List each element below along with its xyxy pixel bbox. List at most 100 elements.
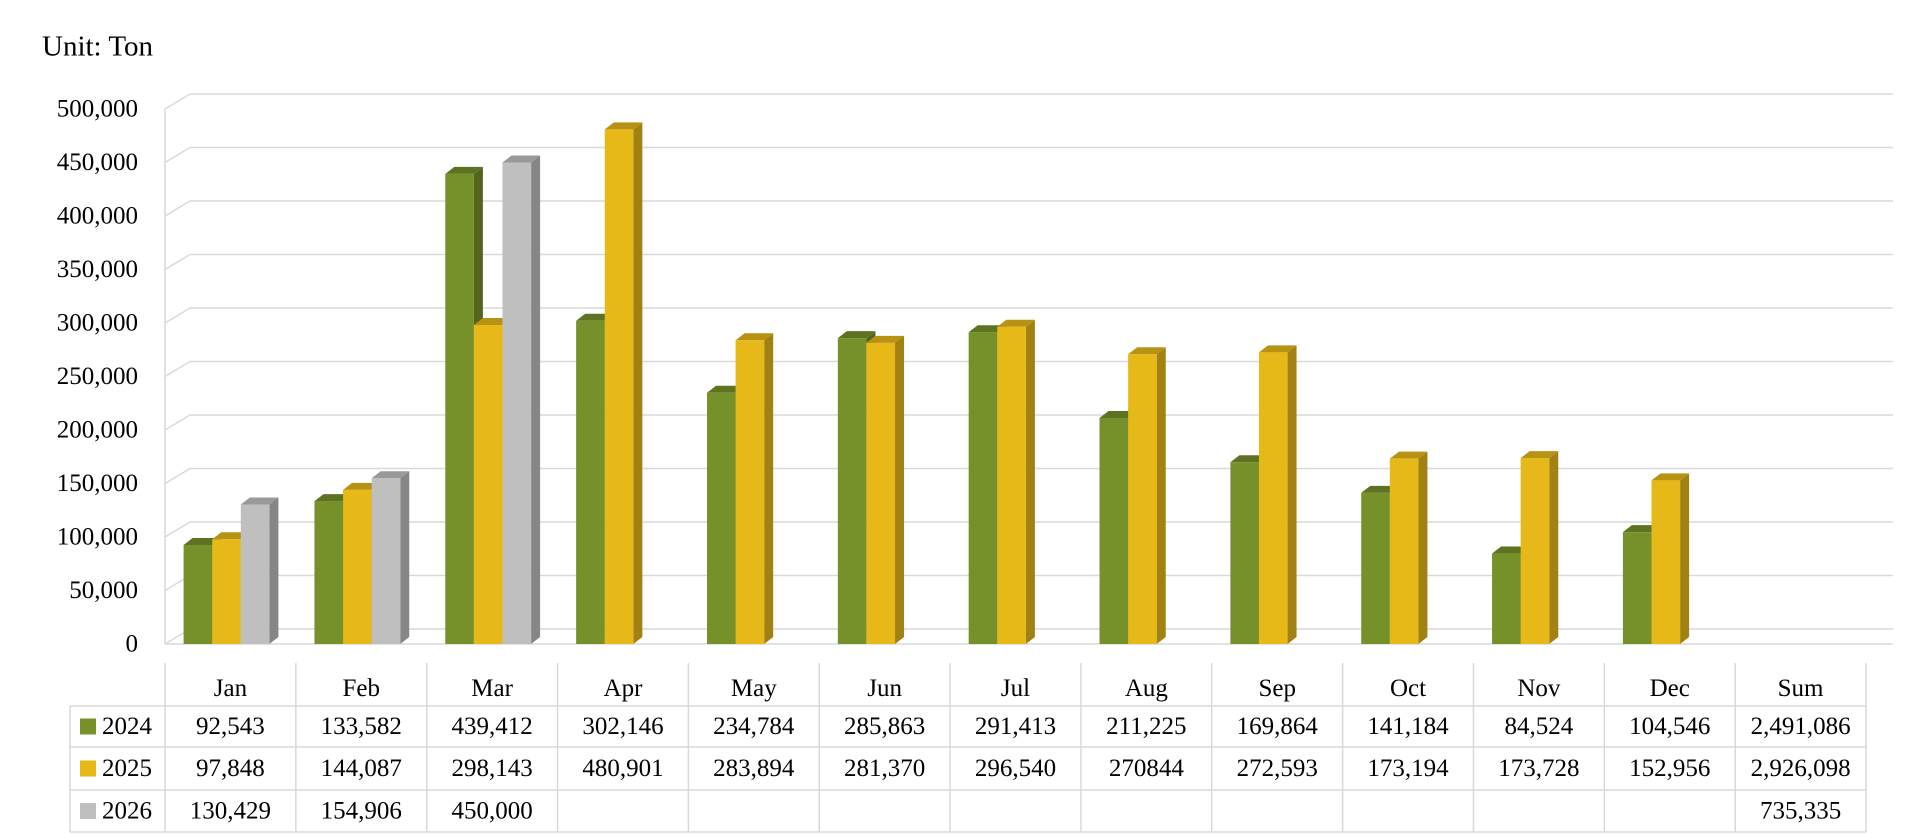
legend-label: 2026	[102, 798, 152, 825]
bar	[1230, 462, 1259, 644]
bar-side	[400, 471, 410, 644]
x-tick-label: Aug	[1125, 675, 1169, 702]
x-tick-label: Nov	[1517, 675, 1561, 702]
table-value: 272,593	[1237, 755, 1318, 782]
x-tick-label: Mar	[471, 675, 513, 702]
x-tick-label: Oct	[1390, 675, 1426, 702]
grid-line	[164, 253, 191, 271]
grid-line	[164, 414, 191, 431]
y-tick-label: 250,000	[57, 363, 138, 390]
y-tick-label: 100,000	[57, 524, 138, 551]
bar-side	[1025, 319, 1035, 644]
y-tick-label: 0	[126, 631, 139, 658]
grid-line	[164, 467, 191, 485]
table-value: 169,864	[1237, 713, 1319, 740]
bar-top	[1651, 473, 1690, 481]
table-value: 298,143	[451, 755, 532, 782]
table-value: 130,429	[190, 798, 271, 825]
bar-side	[1418, 451, 1428, 644]
y-tick-label: 300,000	[57, 310, 138, 337]
bar	[502, 162, 532, 644]
table-sum: 2,926,098	[1751, 755, 1851, 782]
table-value: 173,194	[1367, 755, 1449, 782]
bar	[314, 501, 344, 644]
bar	[445, 173, 474, 644]
bar-top	[1361, 485, 1399, 493]
bar	[1622, 532, 1652, 644]
bar-top	[314, 494, 353, 502]
bar-side	[895, 335, 905, 644]
bar-top	[445, 166, 483, 174]
table-value: 234,784	[713, 713, 795, 740]
y-tick-label: 400,000	[57, 203, 138, 230]
table-sum: 735,335	[1760, 798, 1841, 825]
bar	[343, 489, 372, 644]
bar-top	[1520, 451, 1559, 459]
grid-line	[164, 146, 191, 164]
grid-line	[164, 521, 191, 538]
bar	[997, 326, 1026, 644]
bar	[212, 539, 241, 644]
bar	[371, 478, 401, 644]
x-tick-label: Jul	[1001, 675, 1030, 702]
bar	[1520, 458, 1550, 644]
y-tick-label: 500,000	[57, 96, 138, 123]
bar-top	[604, 122, 643, 130]
grid-line	[164, 200, 191, 217]
x-tick-label: May	[731, 675, 777, 702]
table-value: 283,894	[713, 755, 795, 782]
x-tick-label: Dec	[1650, 675, 1690, 702]
bar-top	[240, 497, 279, 505]
bar-side	[1549, 451, 1559, 644]
x-tick-label: Apr	[604, 675, 644, 702]
bar-side	[1680, 473, 1690, 644]
chart-title: Unit: Ton	[42, 31, 154, 63]
table-value: 302,146	[582, 713, 663, 740]
bar-top	[576, 313, 614, 321]
bar-side	[1287, 345, 1297, 644]
legend-label: 2024	[102, 713, 153, 740]
table-value: 480,901	[582, 755, 663, 782]
table-value: 270844	[1109, 755, 1185, 782]
grid-line	[164, 93, 191, 110]
table-value: 97,848	[196, 755, 265, 782]
legend-swatch	[80, 718, 96, 735]
x-tick-label: Sep	[1258, 675, 1296, 702]
table-value: 281,370	[844, 755, 925, 782]
bar	[968, 332, 998, 644]
bar	[1492, 553, 1521, 644]
bar-top	[473, 317, 512, 325]
grid-line	[164, 360, 191, 378]
bar	[183, 544, 213, 644]
table-value: 144,087	[321, 755, 402, 782]
y-tick-label: 50,000	[69, 577, 138, 604]
x-tick-label: Jun	[867, 675, 902, 702]
grid-line	[164, 307, 191, 324]
bar-top	[1230, 455, 1268, 463]
table-value: 133,582	[321, 713, 402, 740]
bar-top	[343, 482, 381, 490]
bar	[1099, 417, 1129, 644]
bar	[1128, 354, 1157, 644]
x-tick-label: Sum	[1778, 675, 1824, 702]
table-value: 211,225	[1106, 713, 1186, 740]
legend-swatch	[80, 803, 96, 819]
bar	[240, 504, 270, 644]
bar-top	[866, 335, 905, 343]
bar-top	[706, 385, 745, 393]
table-value: 141,184	[1367, 713, 1449, 740]
bar	[1258, 352, 1288, 644]
table-sum: 2,491,086	[1751, 713, 1851, 740]
bar-top	[735, 333, 774, 341]
bar-top	[212, 532, 250, 540]
bar-top	[502, 155, 541, 163]
bar	[473, 324, 503, 644]
bar	[706, 392, 736, 644]
y-tick-label: 150,000	[57, 470, 138, 497]
bar	[735, 340, 765, 644]
bar-top	[1099, 410, 1138, 418]
bar-side	[1156, 347, 1166, 644]
bar-top	[371, 471, 410, 479]
x-tick-label: Feb	[343, 675, 381, 702]
